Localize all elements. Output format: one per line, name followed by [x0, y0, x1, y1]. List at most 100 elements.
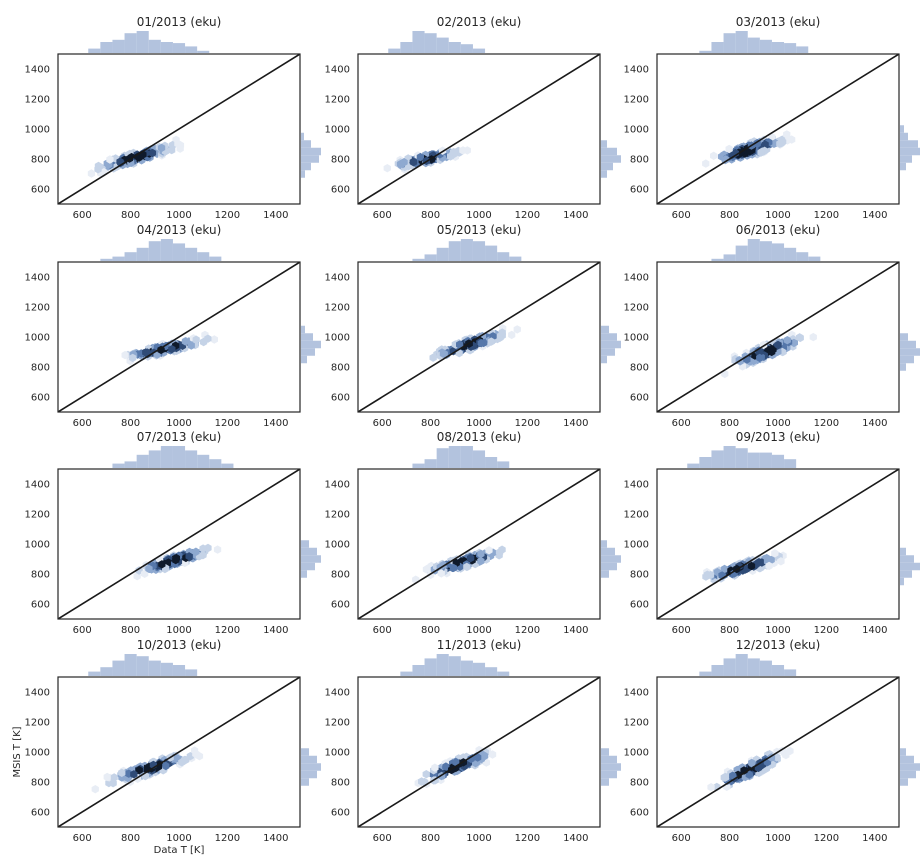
marginal-x-bar	[424, 459, 437, 468]
subplot-1: 01/2013 (eku) 600 800 1000 1200 1400 600 800 100…	[25, 15, 321, 221]
hexbin-cell	[748, 758, 756, 768]
marginal-x-bar	[771, 665, 785, 676]
y-tick-label: 1200	[325, 510, 350, 521]
marginal-x-bar	[388, 48, 401, 53]
marginal-y-bar	[301, 547, 317, 556]
x-tick-label: 1000	[466, 210, 491, 221]
marginal-x-bar	[509, 256, 522, 261]
x-tick-label: 800	[121, 210, 140, 221]
marginal-x-bar	[808, 256, 821, 261]
x-tick-label: 1200	[515, 625, 540, 636]
hexbin-cell	[498, 328, 506, 337]
x-tick-label: 1200	[515, 833, 540, 844]
hexbin-cell	[809, 332, 817, 342]
x-tick-label: 1400	[563, 418, 588, 429]
y-tick-label: 1000	[624, 125, 649, 136]
marginal-x-bar	[412, 258, 425, 261]
marginal-x-bar	[485, 667, 498, 676]
hexbin-cell	[168, 145, 176, 155]
hexbin-cell	[783, 130, 791, 139]
marginal-x-bar	[735, 31, 748, 53]
marginal-x-bar	[124, 33, 137, 53]
axes-frame	[357, 261, 601, 413]
reference-line	[358, 677, 600, 827]
marginal-x-bar	[88, 48, 101, 53]
hexbin-cells	[358, 677, 600, 827]
marginal-x-bar	[723, 446, 736, 468]
marginal-x-bar	[136, 454, 149, 468]
marginal-x-bar	[460, 44, 473, 53]
y-tick-label: 1000	[325, 540, 350, 551]
subplot-title: 04/2013 (eku)	[137, 223, 222, 237]
hexbin-cells	[358, 262, 600, 412]
marginal-y-bar	[601, 162, 613, 171]
y-tick-label: 800	[31, 778, 50, 789]
x-tick-label: 1400	[263, 210, 288, 221]
marginal-x-bar	[100, 42, 113, 53]
y-tick-label: 600	[630, 600, 649, 611]
marginal-x-bar	[436, 37, 449, 53]
hexbin-cell	[424, 564, 432, 573]
marginal-y-bar	[301, 540, 309, 548]
x-tick-label: 1200	[215, 210, 240, 221]
marginal-y-bar	[601, 770, 617, 779]
y-tick-label: 1000	[25, 125, 50, 136]
marginal-x-bar	[136, 247, 149, 261]
y-tick-label: 1400	[25, 688, 50, 699]
x-tick-label: 800	[421, 210, 440, 221]
marginal-x-bar	[711, 450, 724, 468]
y-tick-label: 1400	[325, 480, 350, 491]
x-tick-label: 1200	[814, 625, 839, 636]
hexbin-cell	[721, 773, 729, 782]
hexbin-cell	[725, 144, 733, 154]
marginal-x-bar	[784, 247, 797, 261]
marginal-x-bar	[448, 241, 461, 261]
marginal-x-bar	[747, 658, 760, 676]
hexbin-cell	[94, 161, 103, 171]
y-tick-label: 600	[31, 393, 50, 404]
x-tick-label: 1400	[862, 418, 887, 429]
x-tick-label: 1000	[166, 418, 191, 429]
axes-frame	[57, 468, 301, 620]
subplot-2: 02/2013 (eku) 600 800 1000 1200 1400 600 800 100…	[325, 15, 621, 221]
marginal-y-bar	[900, 355, 914, 364]
figure-y-axis-label: MSIS T [K]	[12, 726, 23, 777]
marginal-x-bar	[412, 463, 425, 468]
y-tick-label: 1200	[325, 718, 350, 729]
hexbin-cell	[513, 325, 521, 334]
marginal-y-bar	[601, 170, 607, 178]
marginal-x-bar	[209, 256, 222, 261]
marginal-y-bar	[301, 155, 319, 163]
y-tick-label: 800	[630, 778, 649, 789]
x-tick-label: 800	[720, 210, 739, 221]
hexbin-cells	[58, 54, 300, 204]
y-tick-label: 1400	[25, 480, 50, 491]
hexbin-cell	[192, 335, 200, 344]
x-tick-label: 1400	[263, 625, 288, 636]
marginal-y-bar	[601, 755, 617, 764]
subplot-12: 12/2013 (eku) 600 800 1000 1200 1400 600 800 100…	[624, 638, 920, 844]
marginal-y-bar	[301, 132, 304, 141]
marginal-x-bar	[472, 662, 486, 676]
axes-frame	[57, 53, 301, 205]
marginal-x-bar	[784, 669, 797, 676]
marginal-y-bar	[601, 155, 621, 163]
reference-line	[58, 262, 300, 412]
marginal-x-bar	[209, 459, 222, 468]
hexbin-cell	[485, 546, 493, 555]
x-tick-label: 600	[672, 210, 691, 221]
marginal-y-bar	[301, 140, 311, 148]
marginal-y-bar	[900, 363, 906, 371]
hexbin-cells	[58, 262, 300, 412]
hexbin-cell	[168, 345, 176, 354]
hexbin-cell	[467, 553, 475, 563]
y-tick-label: 600	[31, 808, 50, 819]
hexbin-cell	[148, 148, 157, 158]
hexbin-cell	[786, 746, 794, 756]
hexbin-cell	[761, 140, 769, 149]
y-tick-label: 1400	[624, 480, 649, 491]
y-tick-label: 1400	[624, 273, 649, 284]
marginal-y-bar	[900, 333, 908, 341]
hexbin-cell	[429, 353, 437, 362]
marginal-y-bar	[601, 547, 615, 556]
